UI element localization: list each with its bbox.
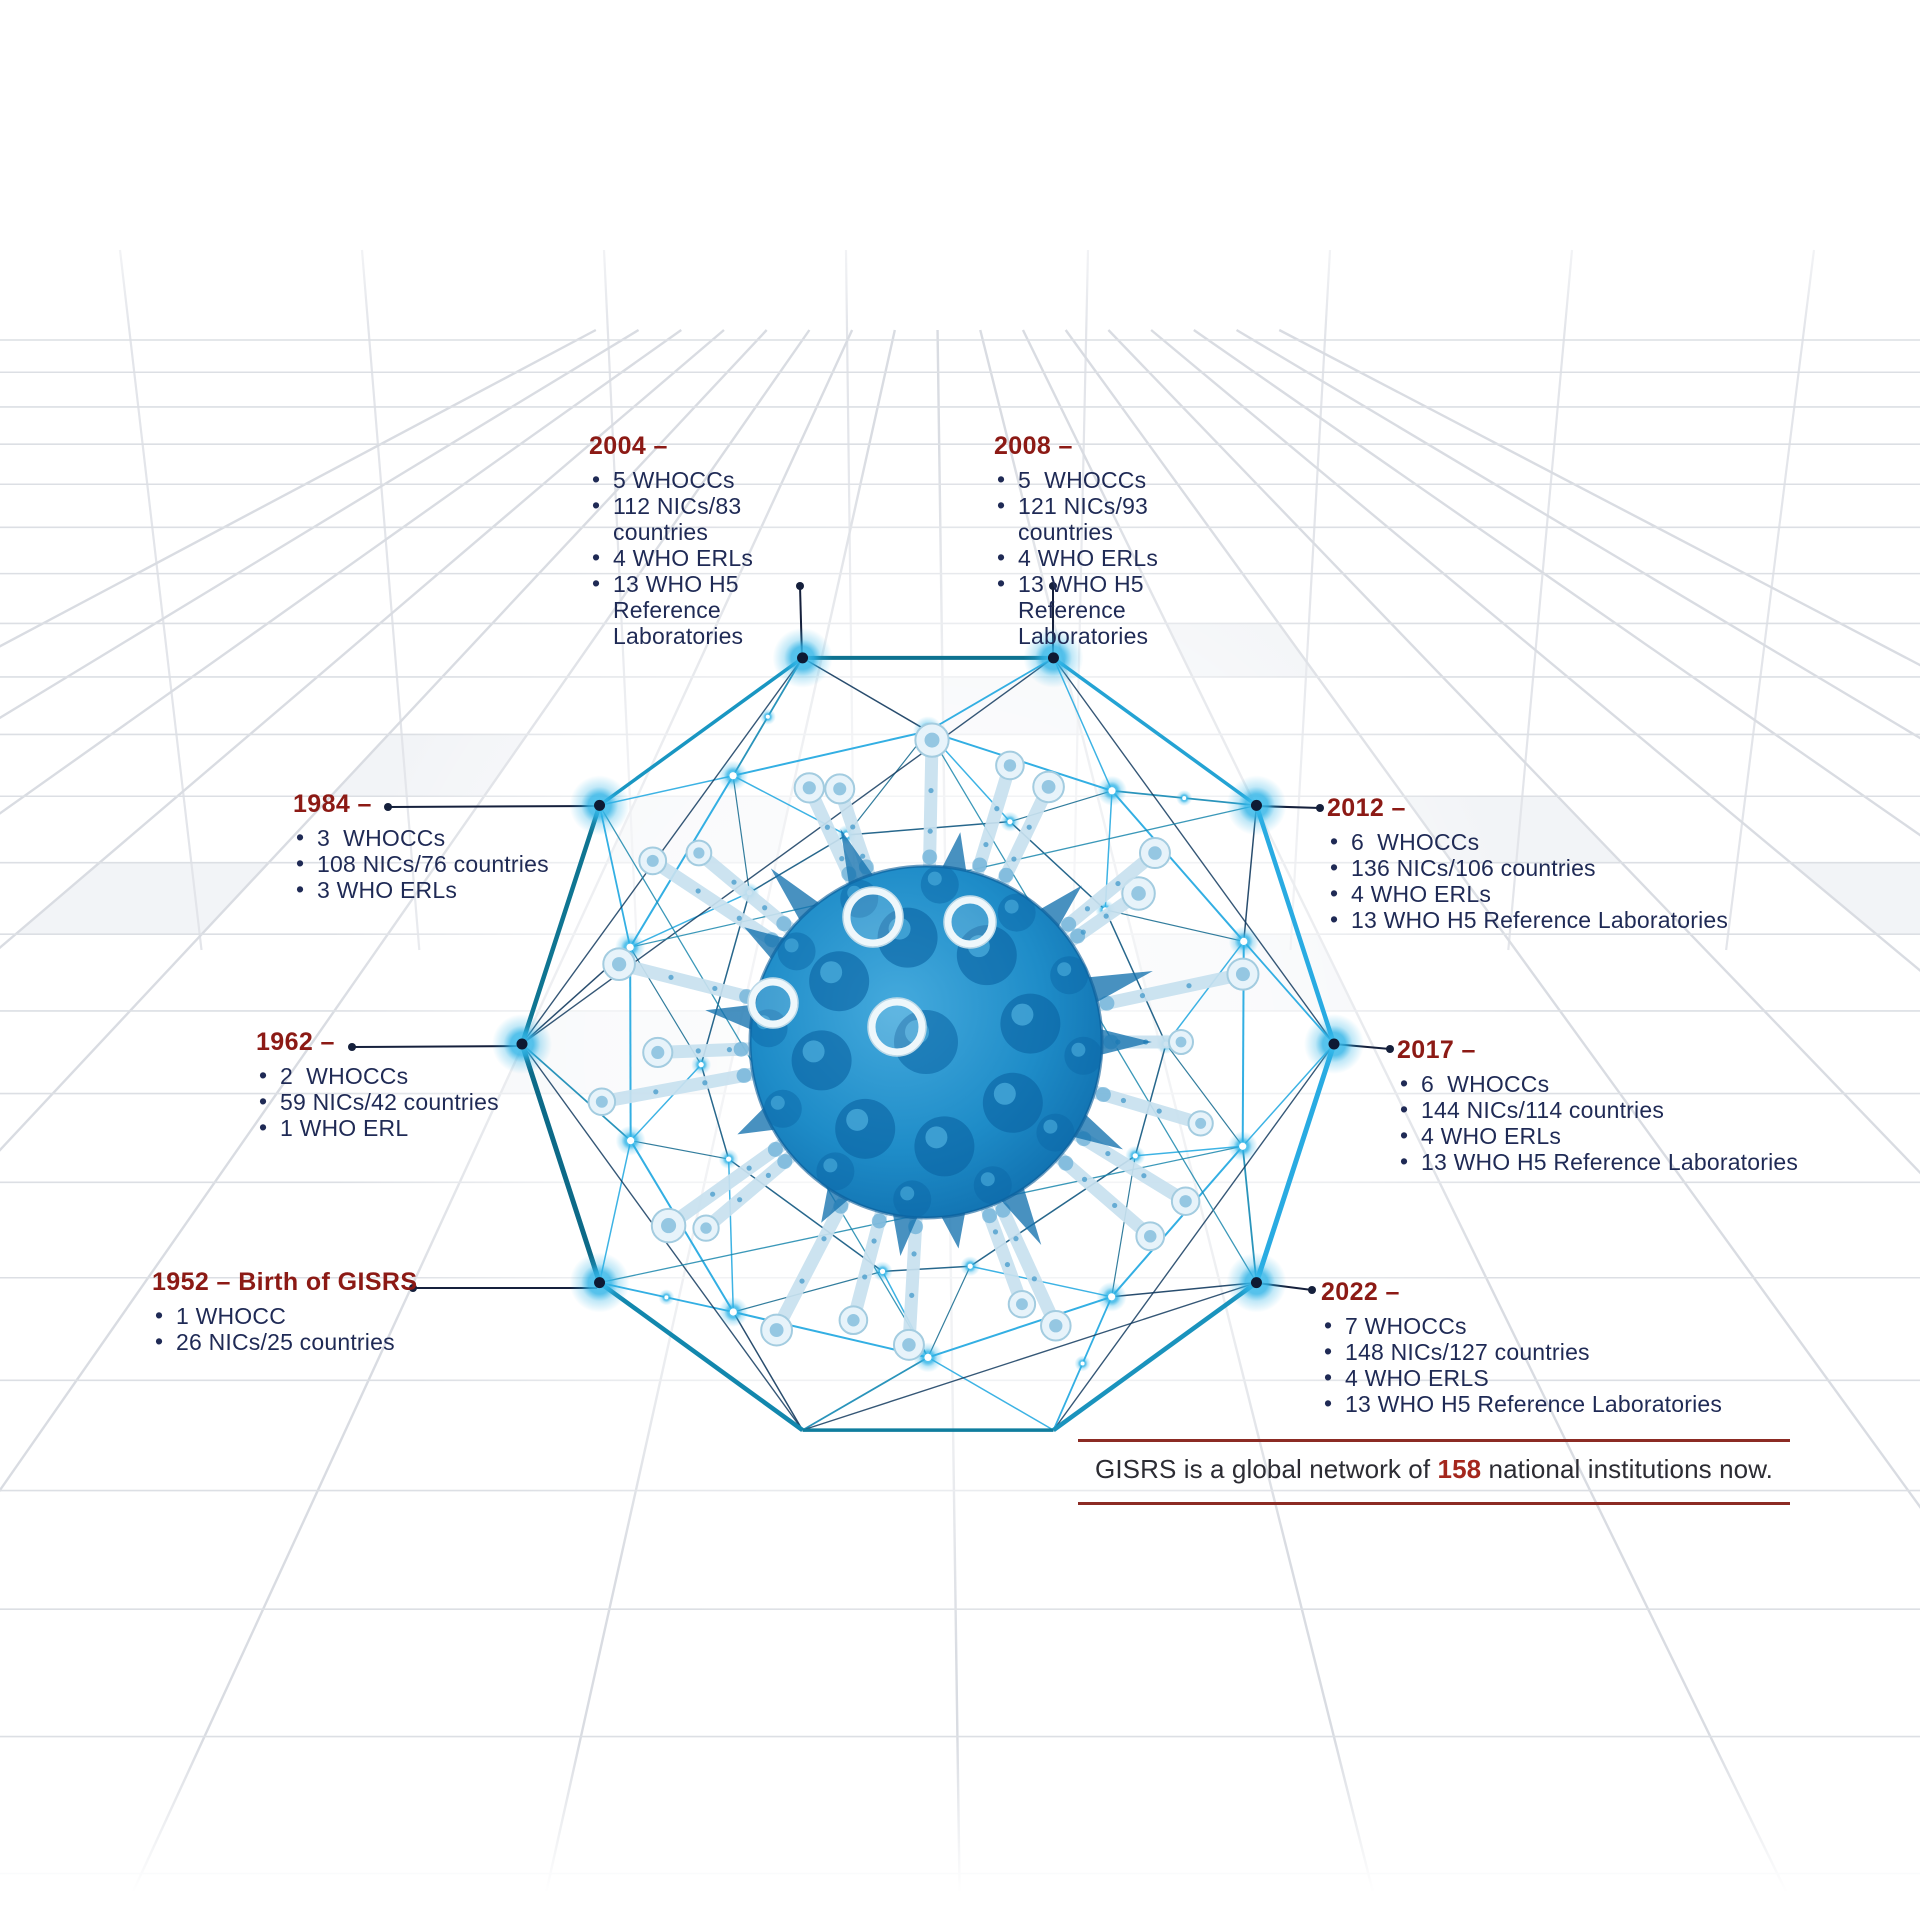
bullet-item: 108 NICs/76 countries <box>293 850 623 877</box>
bullet-item: 4 WHO ERLs <box>589 544 841 571</box>
bullet-item: 1 WHOCC <box>152 1302 512 1329</box>
bullet-list: 7 WHOCCs148 NICs/127 countries4 WHO ERLS… <box>1321 1312 1791 1417</box>
year-label: 1962 – <box>256 1028 335 1056</box>
timeline-entry-2012: 2012 – 6 WHOCCs136 NICs/106 countries4 WH… <box>1327 794 1797 933</box>
timeline-entry-1952: 1952 – Birth of GISRS 1 WHOCC26 NICs/25 c… <box>152 1268 512 1355</box>
bullet-item: 13 WHO H5 Reference Laboratories <box>994 570 1246 649</box>
bullet-item: 13 WHO H5 Reference Laboratories <box>1397 1148 1867 1175</box>
year-label: 2017 – <box>1397 1036 1476 1064</box>
footer-rule-bottom <box>1078 1502 1790 1505</box>
year-label: 2022 – <box>1321 1278 1400 1306</box>
bullet-item: 148 NICs/127 countries <box>1321 1338 1791 1365</box>
bullet-list: 6 WHOCCs144 NICs/114 countries4 WHO ERLs… <box>1397 1070 1867 1175</box>
bullet-item: 26 NICs/25 countries <box>152 1328 512 1355</box>
footer-highlight: 158 <box>1437 1454 1482 1484</box>
bullet-item: 4 WHO ERLs <box>1327 880 1797 907</box>
bullet-item: 13 WHO H5 Reference Laboratories <box>589 570 841 649</box>
timeline-entry-2008: 2008 – 5 WHOCCs121 NICs/93 countries4 WHO… <box>994 432 1246 649</box>
bullet-item: 2 WHOCCs <box>256 1062 576 1089</box>
bullet-item: 4 WHO ERLS <box>1321 1364 1791 1391</box>
year-label: 1984 – <box>293 790 372 818</box>
footer-rule-top <box>1078 1439 1790 1442</box>
timeline-entry-2022: 2022 – 7 WHOCCs148 NICs/127 countries4 WH… <box>1321 1278 1791 1417</box>
timeline-entry-1984: 1984 – 3 WHOCCs108 NICs/76 countries3 WHO… <box>293 790 623 903</box>
bullet-item: 112 NICs/83 countries <box>589 492 841 545</box>
year-label: 2008 – <box>994 432 1073 460</box>
bullet-item: 5 WHOCCs <box>994 466 1246 493</box>
bullet-item: 6 WHOCCs <box>1327 828 1797 855</box>
year-label: 2004 – <box>589 432 668 460</box>
bullet-item: 3 WHOCCs <box>293 824 623 851</box>
bullet-item: 7 WHOCCs <box>1321 1312 1791 1339</box>
bullet-item: 4 WHO ERLs <box>1397 1122 1867 1149</box>
footer-prefix: GISRS is a global network of <box>1095 1454 1438 1484</box>
year-label: 1952 – Birth of GISRS <box>152 1268 418 1296</box>
bullet-item: 13 WHO H5 Reference Laboratories <box>1321 1390 1791 1417</box>
bullet-item: 121 NICs/93 countries <box>994 492 1246 545</box>
bullet-item: 6 WHOCCs <box>1397 1070 1867 1097</box>
bullet-item: 136 NICs/106 countries <box>1327 854 1797 881</box>
footer-text: GISRS is a global network of 158 nationa… <box>1078 1454 1790 1485</box>
bullet-item: 13 WHO H5 Reference Laboratories <box>1327 906 1797 933</box>
bullet-list: 5 WHOCCs112 NICs/83 countries4 WHO ERLs1… <box>589 466 841 649</box>
bullet-item: 1 WHO ERL <box>256 1114 576 1141</box>
timeline-entry-2004: 2004 – 5 WHOCCs112 NICs/83 countries4 WHO… <box>589 432 841 649</box>
bullet-item: 3 WHO ERLs <box>293 876 623 903</box>
timeline-entry-2017: 2017 – 6 WHOCCs144 NICs/114 countries4 WH… <box>1397 1036 1867 1175</box>
footer-suffix: national institutions now. <box>1481 1454 1773 1484</box>
bullet-list: 6 WHOCCs136 NICs/106 countries4 WHO ERLs… <box>1327 828 1797 933</box>
bullet-item: 59 NICs/42 countries <box>256 1088 576 1115</box>
bullet-list: 1 WHOCC26 NICs/25 countries <box>152 1302 512 1355</box>
year-label: 2012 – <box>1327 794 1406 822</box>
bullet-item: 144 NICs/114 countries <box>1397 1096 1867 1123</box>
bullet-item: 5 WHOCCs <box>589 466 841 493</box>
bullet-list: 3 WHOCCs108 NICs/76 countries3 WHO ERLs <box>293 824 623 903</box>
bullet-list: 5 WHOCCs121 NICs/93 countries4 WHO ERLs1… <box>994 466 1246 649</box>
bullet-item: 4 WHO ERLs <box>994 544 1246 571</box>
